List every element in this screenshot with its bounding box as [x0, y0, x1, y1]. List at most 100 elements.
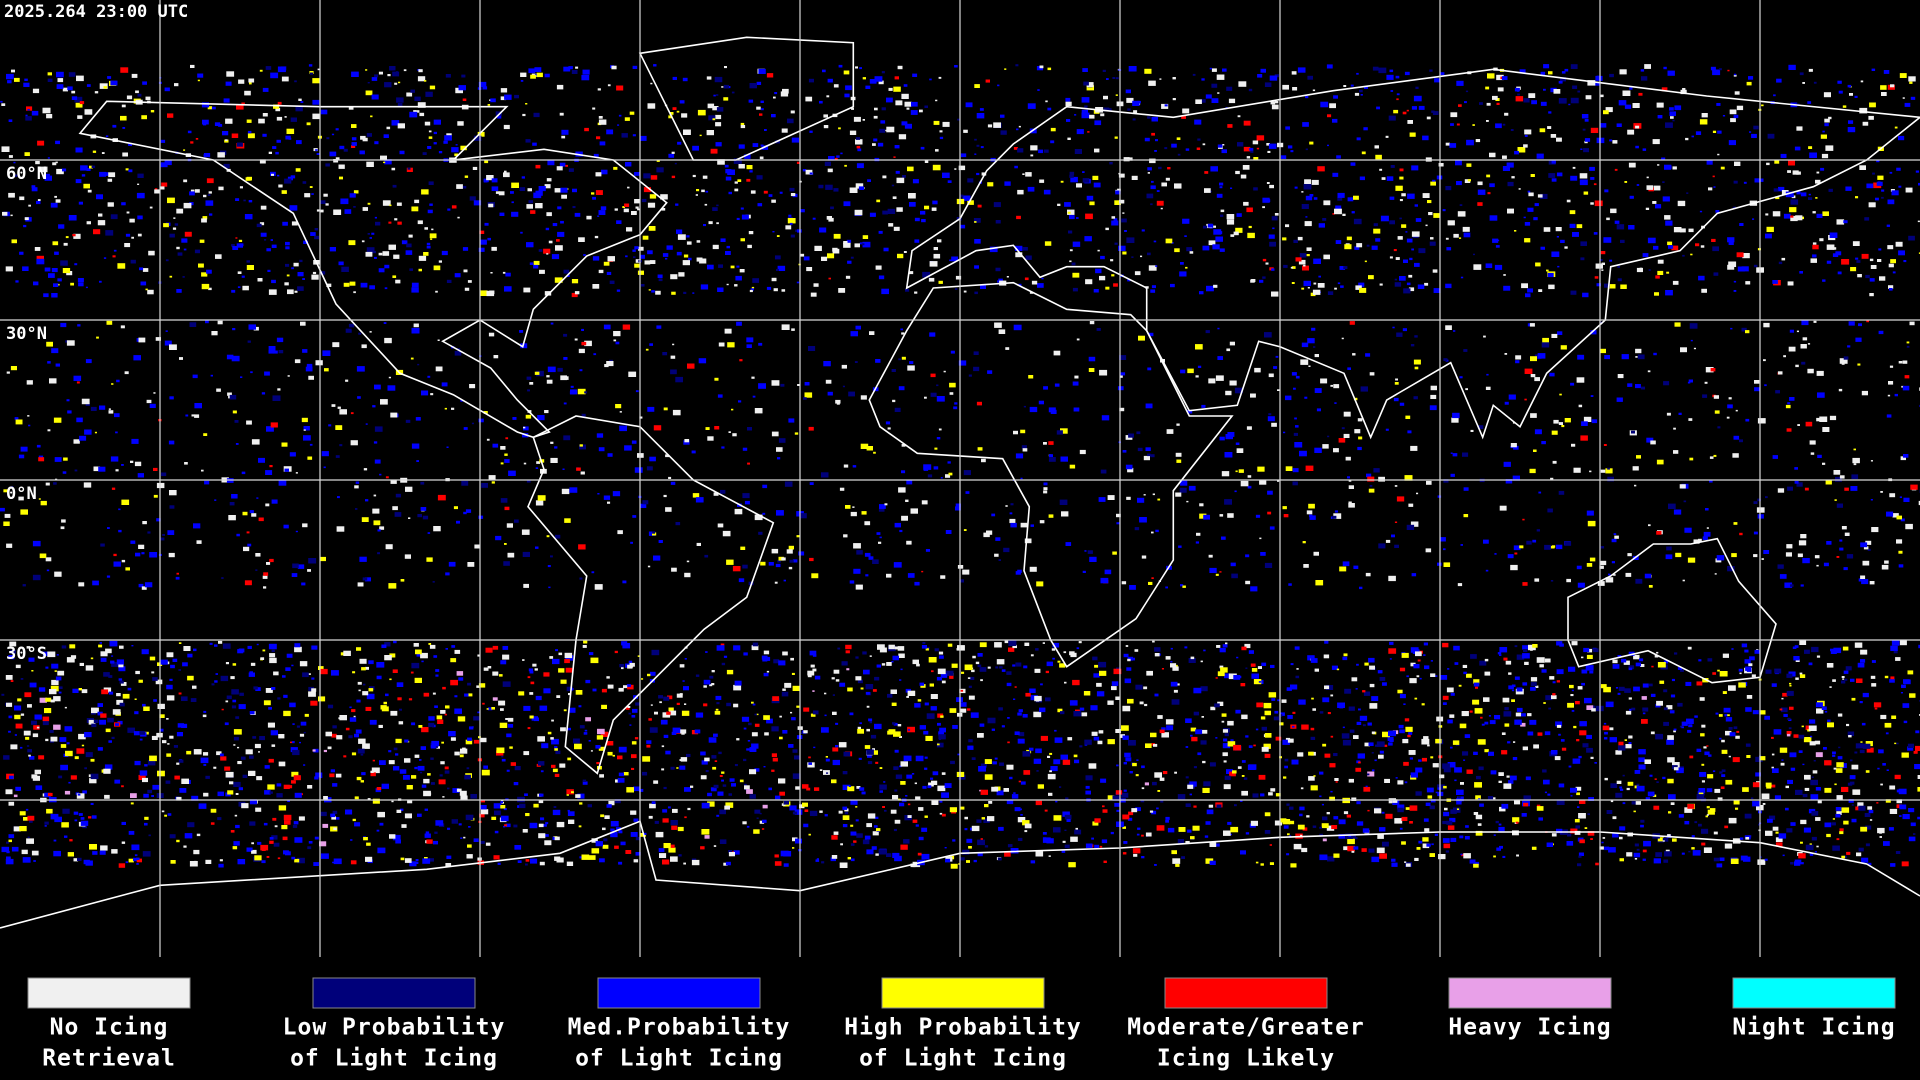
icing-pixel	[571, 791, 574, 794]
icing-pixel	[553, 806, 557, 808]
icing-pixel	[1528, 192, 1534, 197]
icing-pixel	[50, 202, 58, 208]
icing-pixel	[1582, 128, 1586, 131]
icing-pixel	[1718, 714, 1723, 717]
icing-pixel	[1733, 800, 1740, 805]
icing-pixel	[320, 200, 326, 204]
icing-pixel	[433, 119, 441, 125]
icing-pixel	[1405, 807, 1410, 810]
icing-pixel	[1809, 853, 1814, 856]
icing-pixel	[867, 179, 871, 182]
icing-pixel	[813, 710, 819, 715]
icing-pixel	[438, 260, 442, 263]
icing-pixel	[1367, 722, 1372, 726]
icing-pixel	[1820, 134, 1827, 139]
icing-pixel	[1473, 812, 1479, 815]
icing-pixel	[33, 860, 36, 862]
icing-pixel	[1781, 707, 1788, 713]
icing-pixel	[628, 660, 633, 664]
icing-pixel	[1458, 104, 1462, 107]
icing-pixel	[1668, 811, 1672, 814]
icing-pixel	[1166, 725, 1174, 731]
icing-pixel	[450, 658, 457, 663]
icing-pixel	[287, 800, 290, 802]
icing-pixel	[284, 820, 291, 825]
icing-pixel	[1893, 650, 1898, 654]
icing-pixel	[1628, 697, 1632, 700]
icing-pixel	[359, 150, 365, 155]
icing-pixel	[268, 289, 277, 295]
icing-pixel	[922, 646, 925, 649]
icing-pixel	[631, 715, 636, 718]
icing-pixel	[1537, 732, 1543, 736]
icing-pixel	[598, 269, 604, 274]
icing-pixel	[1147, 172, 1150, 174]
icing-pixel	[1300, 834, 1303, 837]
icing-pixel	[267, 269, 271, 272]
icing-pixel	[619, 664, 625, 668]
icing-pixel	[1648, 683, 1653, 687]
icing-pixel	[717, 287, 724, 292]
icing-pixel	[429, 203, 433, 206]
icing-pixel	[825, 756, 828, 758]
icing-pixel	[1435, 675, 1438, 677]
icing-pixel	[226, 695, 232, 700]
icing-pixel	[584, 729, 588, 732]
icing-pixel	[247, 130, 252, 134]
icing-pixel	[467, 737, 472, 741]
icing-pixel	[291, 780, 296, 784]
icing-pixel	[22, 857, 31, 863]
icing-pixel	[1507, 181, 1514, 187]
icing-pixel	[111, 661, 119, 667]
icing-pixel	[19, 826, 27, 832]
icing-pixel	[1642, 253, 1649, 258]
icing-pixel	[1245, 735, 1249, 738]
icing-pixel	[1862, 692, 1869, 698]
icing-pixel	[1416, 847, 1421, 850]
icing-pixel	[819, 769, 823, 771]
icing-pixel	[707, 792, 712, 797]
icing-pixel	[1585, 665, 1594, 671]
icing-pixel	[609, 280, 615, 284]
icing-pixel	[1639, 267, 1643, 270]
icing-pixel	[1628, 667, 1633, 671]
icing-pixel	[1465, 825, 1469, 828]
icing-pixel	[1012, 644, 1017, 649]
icing-pixel	[1219, 665, 1224, 669]
icing-pixel	[1426, 843, 1431, 847]
icing-pixel	[70, 282, 74, 286]
icing-pixel	[231, 133, 239, 138]
icing-pixel	[190, 189, 195, 192]
icing-pixel	[1217, 701, 1224, 706]
icing-pixel	[411, 206, 419, 212]
icing-pixel	[968, 695, 975, 700]
icing-pixel	[1013, 792, 1016, 794]
icing-pixel	[641, 198, 647, 203]
icing-pixel	[524, 793, 528, 796]
icing-pixel	[1577, 686, 1583, 690]
icing-pixel	[983, 818, 990, 823]
icing-pixel	[169, 275, 173, 278]
icing-pixel	[332, 861, 335, 864]
icing-pixel	[1703, 746, 1707, 749]
icing-pixel	[601, 688, 607, 693]
icing-pixel	[1812, 242, 1817, 245]
icing-pixel	[604, 815, 610, 819]
icing-pixel	[408, 698, 413, 701]
icing-pixel	[68, 72, 76, 77]
icing-pixel	[1666, 705, 1673, 710]
icing-pixel	[862, 651, 867, 655]
icing-pixel	[1524, 134, 1528, 137]
icing-pixel	[105, 728, 111, 733]
icing-pixel	[380, 155, 387, 161]
icing-pixel	[1202, 787, 1210, 793]
icing-pixel	[974, 239, 981, 244]
icing-pixel	[331, 816, 336, 820]
icing-pixel	[1374, 145, 1379, 149]
icing-pixel	[837, 647, 841, 650]
icing-pixel	[728, 191, 732, 195]
icing-pixel	[448, 731, 456, 737]
icing-pixel	[644, 260, 651, 265]
icing-pixel	[1071, 262, 1076, 266]
icing-pixel	[1779, 708, 1783, 711]
